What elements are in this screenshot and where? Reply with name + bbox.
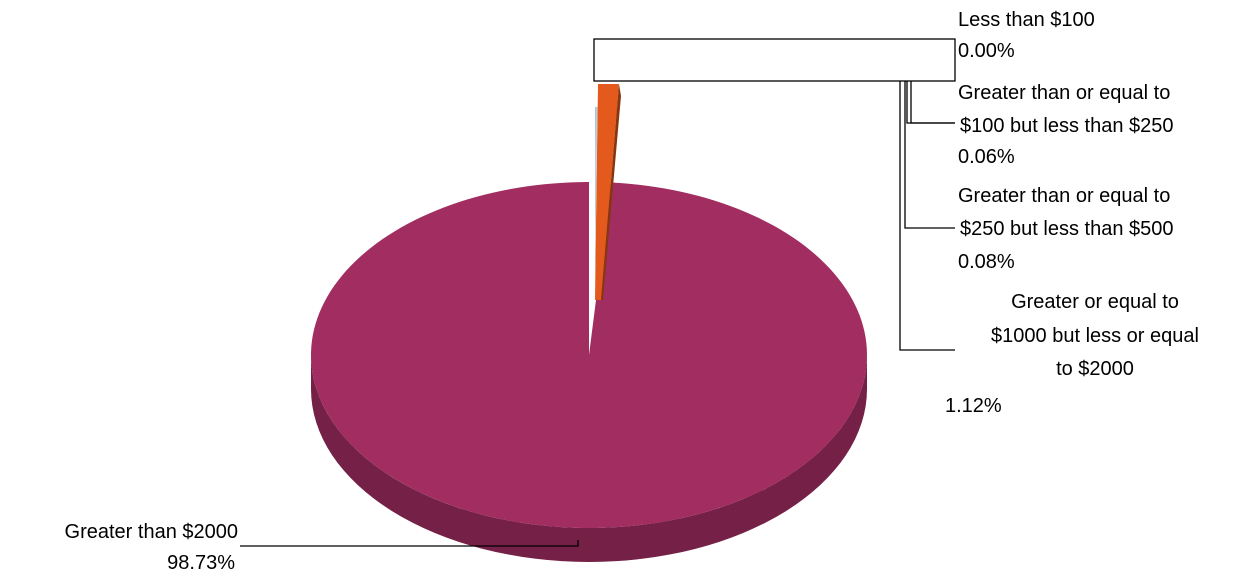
leader-line-4 [240, 540, 579, 547]
leader-line-1 [910, 81, 955, 124]
slice-label-1000-2000-line2: $1000 but less or equal [991, 325, 1199, 347]
slice-value-greater-than-2000: 98.73% [167, 552, 235, 574]
slice-value-100-250: 0.06% [958, 146, 1015, 168]
slice-label-less-than-100: Less than $100 [958, 9, 1095, 31]
slice-label-1000-2000-line1: Greater or equal to [1011, 291, 1179, 313]
slice-label-250-500-line2: $250 but less than $500 [960, 218, 1174, 240]
pie-slice-1 [595, 107, 597, 280]
slice-value-250-500: 0.08% [958, 251, 1015, 273]
pie-slice-4 [310, 181, 867, 528]
pie-slice-spike-3-side [601, 84, 621, 300]
pie-slice-side-4 [311, 355, 867, 562]
slice-label-100-250-line2: $100 but less than $250 [960, 115, 1174, 137]
leader-line-0 [906, 81, 955, 124]
slice-value-1000-2000: 1.12% [945, 395, 1002, 417]
pie-slice-2 [595, 107, 598, 281]
slice-value-less-than-100: 0.00% [958, 40, 1015, 62]
slice-label-250-500-line1: Greater than or equal to [958, 185, 1171, 207]
slice-label-1000-2000-line3: to $2000 [1056, 358, 1134, 380]
leader-line-3 [899, 81, 955, 351]
slice-label-greater-than-2000: Greater than $2000 [64, 521, 238, 543]
leader-line-2 [904, 81, 955, 229]
leader-box [593, 38, 956, 82]
pie-slice-spike-3 [595, 84, 619, 300]
slice-label-100-250-line1: Greater than or equal to [958, 82, 1171, 104]
